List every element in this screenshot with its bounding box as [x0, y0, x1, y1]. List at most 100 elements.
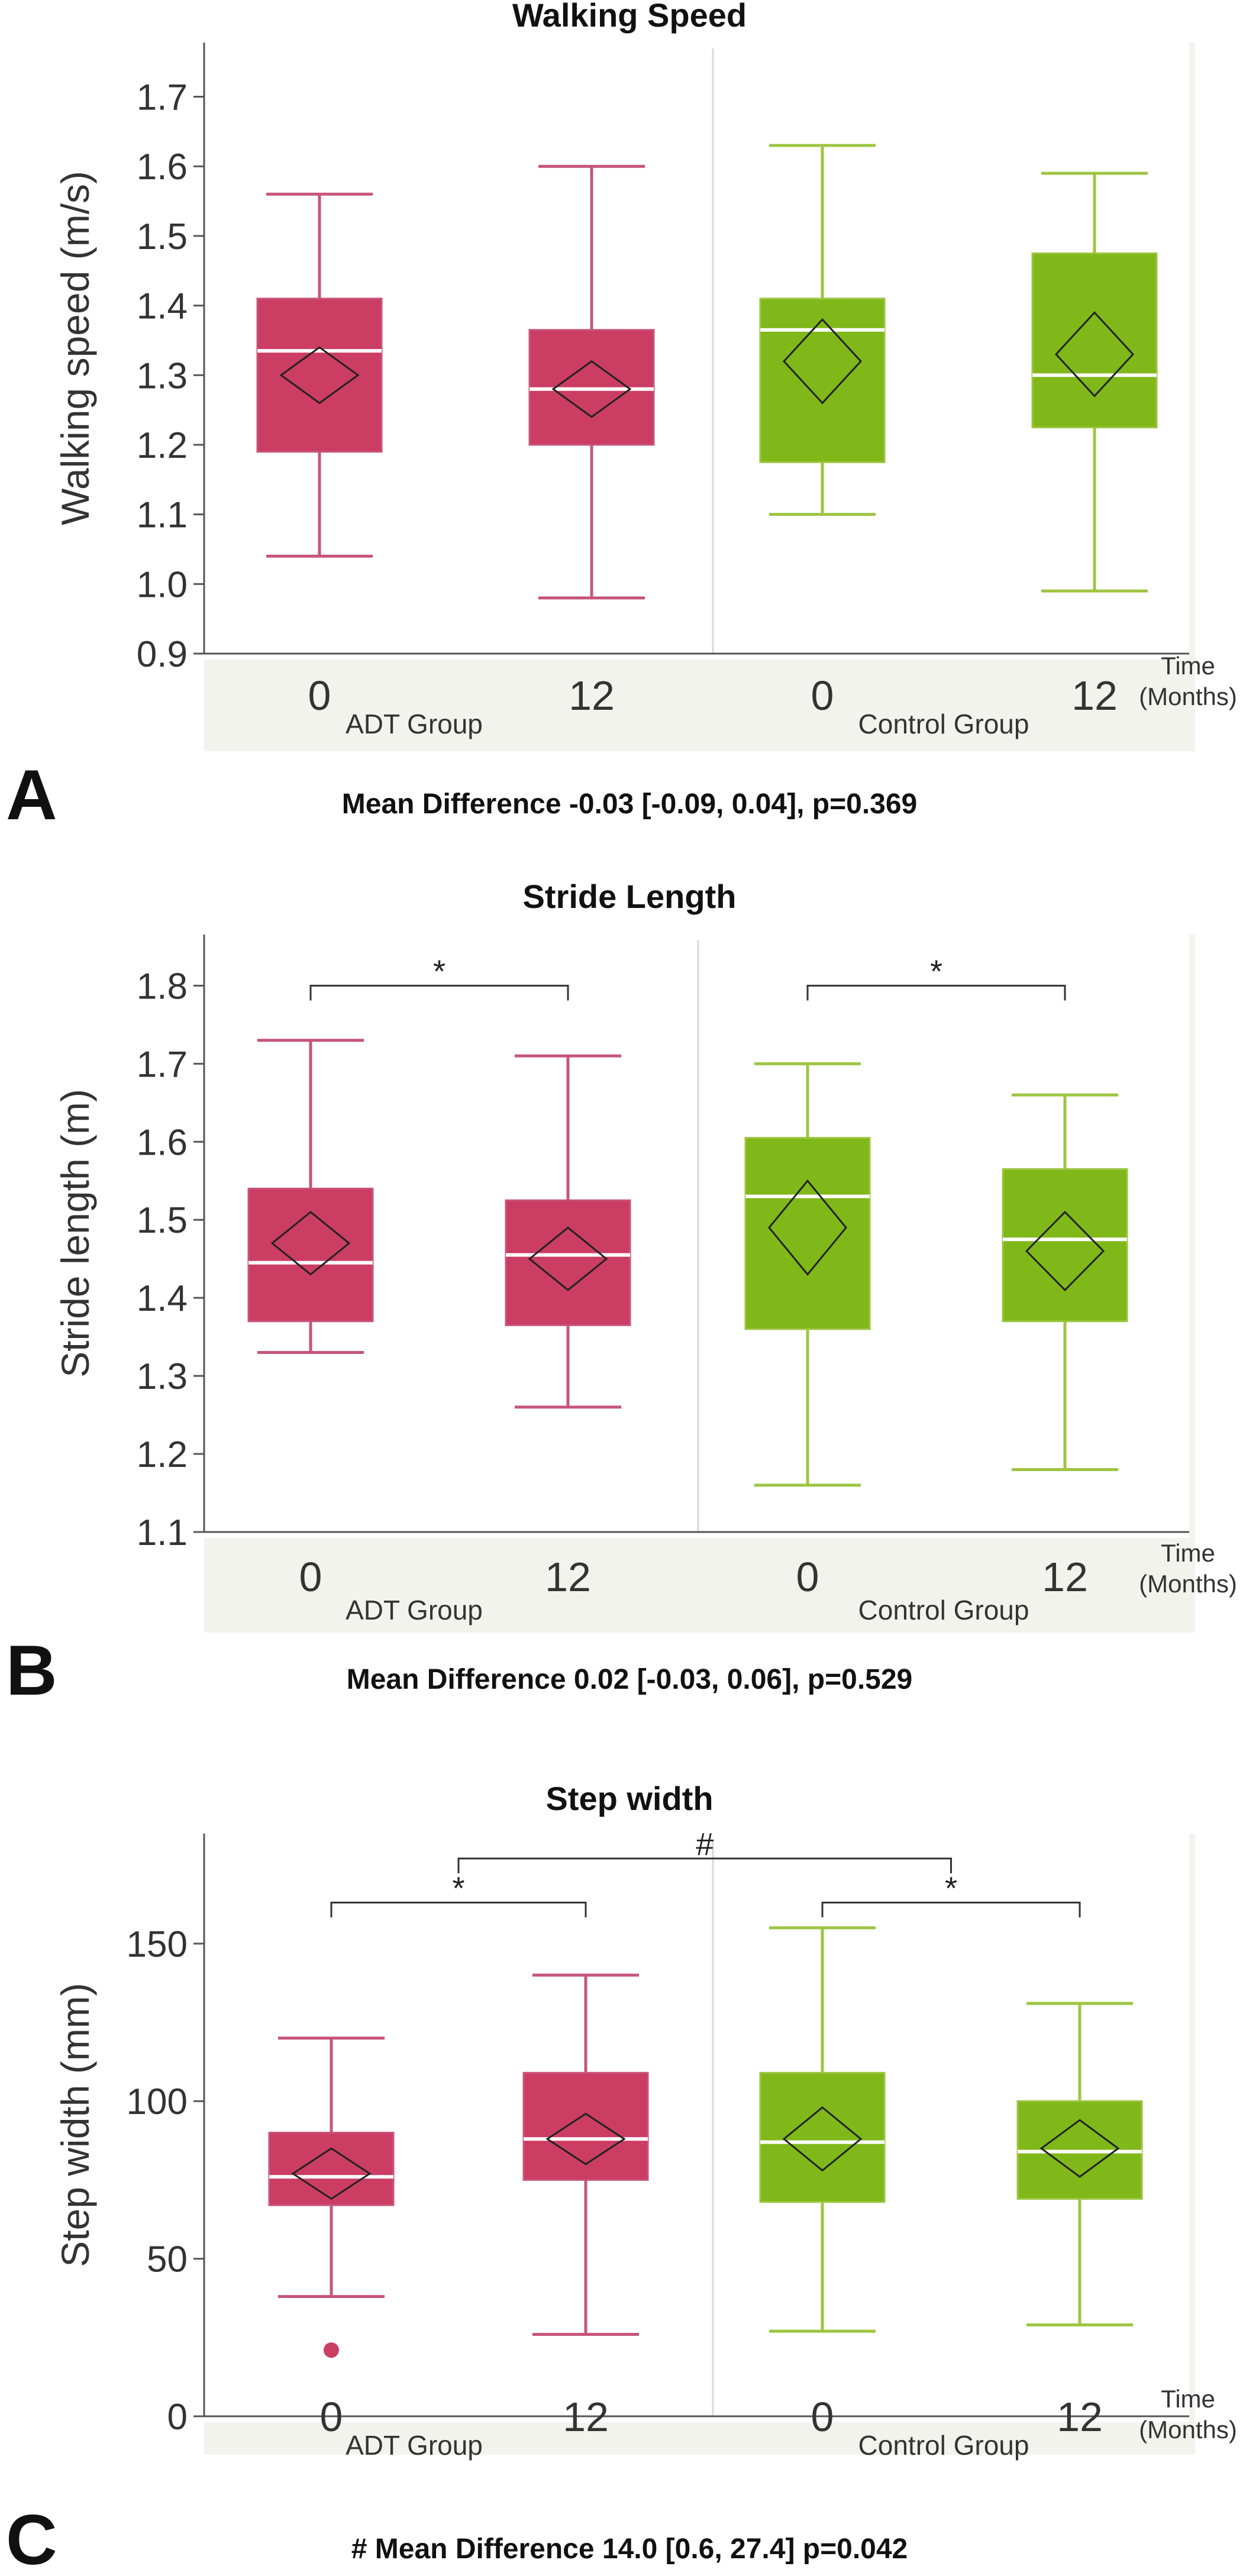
panel-letter: A [6, 755, 57, 835]
x-tick-label: 12 [569, 673, 615, 719]
x-tick-label: 0 [811, 673, 834, 719]
y-tick-label: 1.8 [137, 966, 188, 1007]
y-tick-label: 1.1 [137, 495, 188, 536]
bracket-line [309, 984, 569, 1001]
y-tick-label: 1.3 [137, 1356, 188, 1397]
y-tick-label: 1.2 [137, 1434, 188, 1475]
panel-caption: # Mean Difference 14.0 [0.6, 27.4] p=0.0… [351, 2533, 908, 2565]
group-label-adt: ADT Group [346, 709, 483, 739]
iqr-box [522, 2071, 649, 2181]
y-tick-label: 100 [127, 2082, 188, 2122]
x-tick-label: 12 [545, 1554, 591, 1600]
time-axis-unit: (Months) [1139, 2416, 1237, 2444]
box-adt-month-12 [528, 164, 655, 600]
panel-title: Step width [545, 1780, 713, 1817]
box-control-month-12 [1031, 172, 1158, 593]
bracket-line [806, 984, 1066, 1001]
iqr-box [268, 2131, 395, 2206]
mean-diamond [270, 1211, 351, 1276]
group-label-control: Control Group [858, 2430, 1029, 2461]
panel-title: Walking Speed [512, 0, 747, 34]
x-tick-label: 0 [811, 2394, 834, 2440]
time-axis-label: Time [1161, 1539, 1215, 1567]
y-tick-label: 0 [167, 2397, 188, 2438]
iqr-box [1002, 1168, 1128, 1323]
mean-diamond [528, 1226, 608, 1291]
time-axis-label: Time [1161, 2385, 1215, 2413]
x-tick-label: 0 [796, 1554, 819, 1600]
mean-diamond [782, 318, 863, 405]
bracket-line [457, 1857, 952, 1873]
y-tick-label: 1.4 [137, 286, 188, 327]
panel-caption: Mean Difference -0.03 [-0.09, 0.04], p=0… [342, 788, 917, 820]
y-tick-label: 1.2 [137, 425, 188, 466]
mean-diamond [768, 1179, 847, 1276]
time-axis-label: Time [1161, 652, 1215, 680]
y-axis-label: Stride length (m) [53, 1089, 97, 1378]
bracket-label: * [452, 1871, 464, 1906]
y-tick-label: 1.5 [137, 1200, 188, 1241]
panel-c: Step width 0 50 100 150 Step width (mm) * * #0 12… [6, 1780, 1237, 2576]
box-control-month-0 [759, 1926, 886, 2333]
y-tick-label: 1.3 [137, 355, 188, 396]
y-tick-label: 1.4 [137, 1278, 188, 1319]
time-axis-unit: (Months) [1139, 683, 1237, 710]
box-adt-month-12 [505, 1054, 631, 1409]
iqr-box [247, 1187, 374, 1323]
y-tick-label: 50 [147, 2239, 188, 2280]
significance-bracket: * [309, 954, 569, 1001]
y-tick-label: 1.6 [137, 1122, 188, 1163]
significance-bracket: # [457, 1827, 952, 1873]
y-axis-label: Walking speed (m/s) [53, 171, 97, 525]
y-tick-label: 1.7 [137, 77, 188, 118]
significance-bracket: * [330, 1871, 587, 1918]
x-tick-label: 0 [320, 2394, 343, 2440]
y-tick-label: 1.0 [137, 564, 188, 605]
x-tick-label: 12 [1042, 1554, 1088, 1600]
iqr-box [1031, 252, 1158, 429]
panel-title: Stride Length [523, 878, 737, 915]
iqr-box [759, 298, 886, 463]
box-adt-month-0 [268, 2037, 395, 2299]
panel-letter: B [6, 1631, 57, 1710]
box-control-month-12 [1016, 2002, 1143, 2326]
significance-bracket: * [821, 1871, 1081, 1918]
panel-letter: C [6, 2500, 57, 2576]
iqr-box [256, 298, 383, 453]
group-label-control: Control Group [858, 1595, 1029, 1625]
x-tick-label: 12 [563, 2394, 609, 2440]
x-tick-label: 12 [1071, 673, 1118, 719]
y-tick-label: 1.7 [137, 1044, 188, 1085]
time-axis-unit: (Months) [1139, 1570, 1237, 1598]
mean-diamond [1025, 1210, 1105, 1292]
y-tick-label: 150 [127, 1924, 188, 1965]
x-tick-label: 0 [308, 673, 331, 719]
significance-bracket: * [806, 954, 1066, 1001]
iqr-box [744, 1137, 871, 1330]
box-adt-month-12 [522, 1973, 649, 2336]
panel-caption: Mean Difference 0.02 [-0.03, 0.06], p=0.… [347, 1664, 912, 1695]
y-tick-label: 0.9 [137, 634, 188, 675]
x-tick-label: 12 [1057, 2394, 1103, 2440]
iqr-box [505, 1199, 631, 1326]
mean-diamond [1040, 2119, 1120, 2178]
box-control-month-12 [1002, 1093, 1128, 1471]
bracket-label: * [945, 1871, 957, 1906]
y-axis-label: Step width (mm) [53, 1983, 97, 2267]
y-tick-label: 1.6 [137, 147, 188, 188]
bracket-label: # [696, 1827, 714, 1862]
box-control-month-0 [744, 1062, 871, 1487]
bracket-line [821, 1902, 1081, 1918]
mean-diamond [279, 346, 360, 405]
mean-diamond [782, 2106, 863, 2172]
box-adt-month-0 [247, 1039, 374, 1355]
panel-b: Stride Length 1.1 1.2 1.3 1.4 1.5 1.6 1.7 1.8 Str… [6, 878, 1237, 1710]
bracket-line [330, 1902, 587, 1918]
x-tick-label: 0 [299, 1554, 322, 1600]
group-label-control: Control Group [858, 709, 1029, 739]
group-label-adt: ADT Group [346, 1595, 483, 1625]
box-control-month-0 [759, 144, 886, 516]
y-tick-label: 1.1 [137, 1512, 188, 1553]
iqr-box [759, 2071, 886, 2203]
